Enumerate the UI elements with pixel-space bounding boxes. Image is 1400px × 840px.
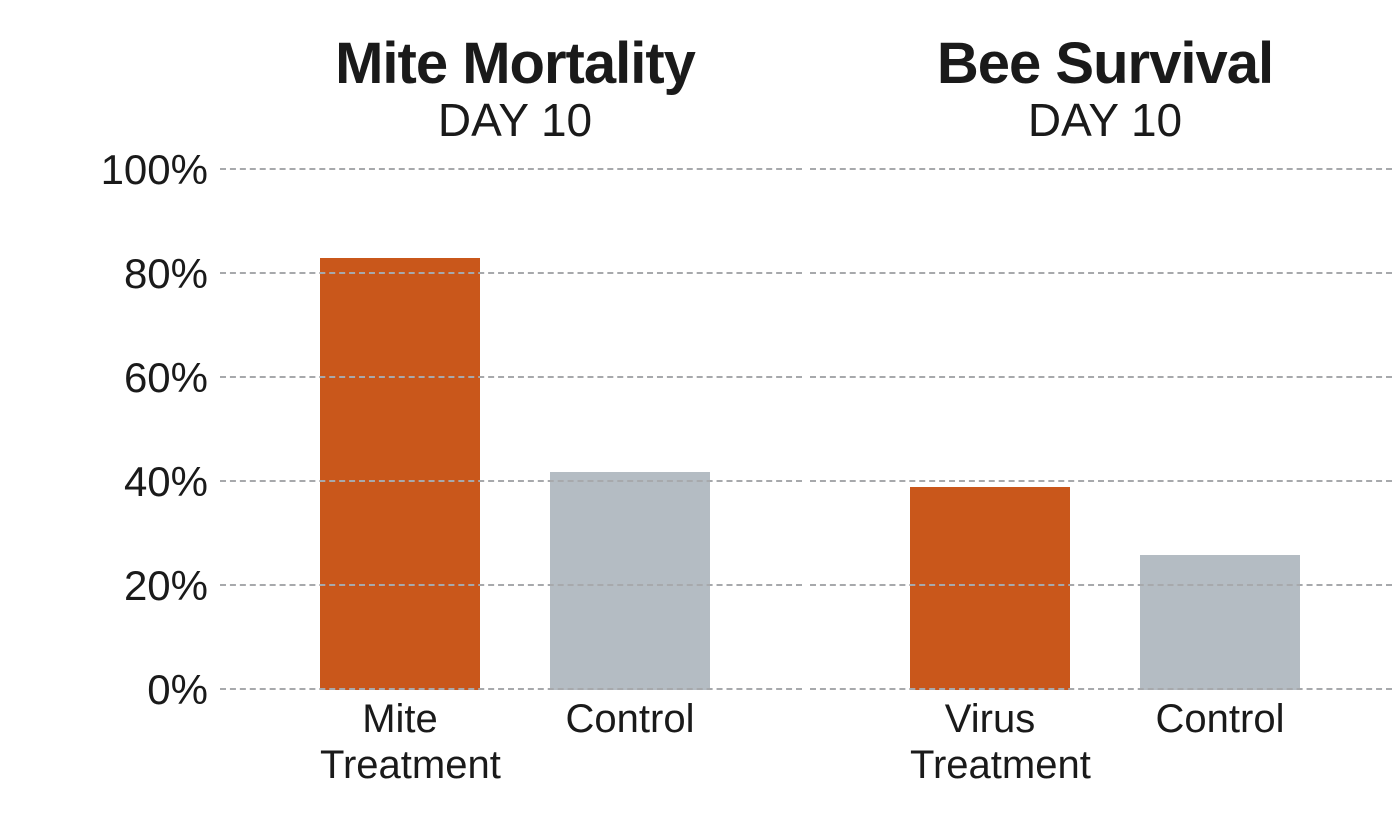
plot-area-1	[220, 170, 810, 690]
chart-panel-mite-mortality: Mite Mortality DAY 10 Mite Treatment Con…	[220, 30, 810, 810]
gridline	[810, 480, 1392, 482]
plot-area-2	[810, 170, 1400, 690]
chart-subtitle-1: DAY 10	[438, 93, 592, 147]
xlabel-virus-control: Control	[1140, 696, 1300, 810]
xlabel-line: Treatment	[910, 743, 1091, 787]
gridline	[810, 584, 1392, 586]
gridline	[220, 376, 802, 378]
xlabel-mite-control: Control	[550, 696, 710, 810]
chart-panel-bee-survival: Bee Survival DAY 10 Virus Treatment Cont…	[810, 30, 1400, 810]
gridline	[220, 272, 802, 274]
xlabel-line: Mite	[362, 697, 438, 741]
y-axis: 0% 20% 40% 60% 80% 100%	[0, 30, 220, 810]
gridline	[220, 688, 802, 690]
gridline	[810, 168, 1392, 170]
ytick-label: 100%	[101, 146, 208, 194]
gridline	[220, 168, 802, 170]
chart-title-1: Mite Mortality	[335, 30, 695, 97]
xlabel-line: Treatment	[320, 743, 501, 787]
xlabel-virus-treatment: Virus Treatment	[910, 696, 1070, 810]
bar-mite-control	[550, 472, 710, 690]
gridline	[220, 480, 802, 482]
gridline	[810, 688, 1392, 690]
xlabel-mite-treatment: Mite Treatment	[320, 696, 480, 810]
bars-row-1	[220, 170, 810, 690]
chart-titles-2: Bee Survival DAY 10	[810, 30, 1400, 170]
ytick-label: 40%	[124, 458, 208, 506]
ytick-label: 20%	[124, 562, 208, 610]
ytick-label: 0%	[147, 666, 208, 714]
xlabel-line: Control	[566, 697, 695, 741]
chart-title-2: Bee Survival	[937, 30, 1273, 97]
xlabels-row-1: Mite Treatment Control	[220, 690, 810, 810]
ytick-label: 60%	[124, 354, 208, 402]
xlabel-line: Control	[1156, 697, 1285, 741]
gridline	[220, 584, 802, 586]
bar-virus-treatment	[910, 487, 1070, 690]
chart-titles-1: Mite Mortality DAY 10	[220, 30, 810, 170]
charts-container: 0% 20% 40% 60% 80% 100% Mite Mortality DAY 10…	[0, 30, 1400, 810]
xlabels-row-2: Virus Treatment Control	[810, 690, 1400, 810]
gridline	[810, 376, 1392, 378]
gridline	[810, 272, 1392, 274]
chart-subtitle-2: DAY 10	[1028, 93, 1182, 147]
bar-mite-treatment	[320, 258, 480, 690]
bar-virus-control	[1140, 555, 1300, 690]
bars-row-2	[810, 170, 1400, 690]
xlabel-line: Virus	[945, 697, 1035, 741]
ytick-label: 80%	[124, 250, 208, 298]
